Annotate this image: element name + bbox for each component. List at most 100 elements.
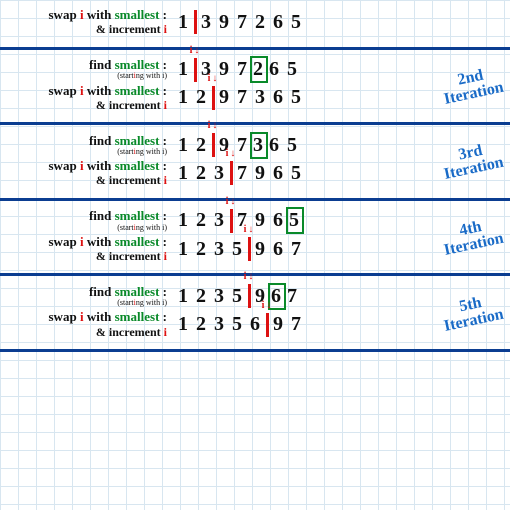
step-row: swap i with smallest :& increment i13972…: [0, 8, 510, 37]
array: 123i↓7965: [175, 161, 306, 185]
array-cell: 2: [193, 313, 211, 336]
step-row: swap i with smallest :& increment i12i↓9…: [0, 84, 510, 113]
array: 1235i↓967: [175, 284, 302, 308]
array-cell: 2: [193, 285, 211, 308]
array-cell: 6: [270, 86, 288, 109]
array-cell: 7: [234, 86, 252, 109]
array-cell: 6: [266, 58, 284, 81]
array: 123i↓7965: [175, 209, 302, 233]
array-cell: 3: [211, 162, 229, 185]
cursor-i: i↓: [248, 284, 251, 308]
cursor-i: i↓: [230, 161, 233, 185]
swap-increment-label: swap i with smallest :& increment i: [0, 235, 175, 264]
array: 1235i↓967: [175, 237, 306, 261]
array-cell: 1: [175, 285, 193, 308]
array-cell: 3: [211, 209, 229, 232]
array-cell: 6: [270, 11, 288, 34]
array-cell: 2: [252, 11, 270, 34]
cursor-i: i↓: [212, 133, 215, 157]
array-cell: 3: [211, 285, 229, 308]
array-cell: 7: [288, 313, 306, 336]
iteration-block: find smallest :(starting with i)12i↓9736…: [0, 125, 510, 201]
array-cell: 5: [288, 11, 306, 34]
array-cell: 3: [198, 11, 216, 34]
pointer-label: i↓: [208, 73, 220, 84]
array-cell: 5: [229, 238, 247, 261]
array-cell: 2: [193, 238, 211, 261]
array-cell: 2: [193, 134, 211, 157]
cursor-i: i↓: [230, 209, 233, 233]
cursor-i: i↓: [194, 58, 197, 82]
array-cell: 1: [175, 11, 193, 34]
selection-sort-diagram: swap i with smallest :& increment i13972…: [0, 0, 510, 352]
array: 12i↓97365: [175, 86, 306, 110]
iteration-block: find smallest :(starting with i)1i↓39726…: [0, 50, 510, 126]
array-cell: 5: [229, 313, 247, 336]
array-cell: 1: [175, 134, 193, 157]
step-row: swap i with smallest :& increment i1235i…: [0, 235, 510, 264]
array-cell: 2: [193, 162, 211, 185]
step-row: swap i with smallest :& increment i123i↓…: [0, 159, 510, 188]
array-cell: 5: [284, 58, 302, 81]
array-cell: 3: [211, 238, 229, 261]
array-cell: 1: [175, 58, 193, 81]
array: 1i↓397265: [175, 58, 302, 82]
iteration-block: find smallest :(starting with i)1235i↓96…: [0, 276, 510, 352]
array-cell: 9: [270, 313, 288, 336]
array-cell: 7: [234, 11, 252, 34]
swap-increment-label: swap i with smallest :& increment i: [0, 310, 175, 339]
array-cell: 1: [175, 209, 193, 232]
array-cell: 7: [288, 238, 306, 261]
array-cell: 2: [193, 86, 211, 109]
array-cell: 1: [175, 238, 193, 261]
cursor-i: [194, 10, 197, 34]
array-cell: 5: [286, 207, 304, 234]
array-cell: 3: [211, 313, 229, 336]
iteration-block: find smallest :(starting with i)123i↓796…: [0, 201, 510, 277]
swap-increment-label: swap i with smallest :& increment i: [0, 8, 175, 37]
array-cell: 6: [266, 134, 284, 157]
step-row: find smallest :(starting with i)12i↓9736…: [0, 133, 510, 157]
array-cell: 7: [284, 285, 302, 308]
pointer-label: i↓: [208, 120, 220, 131]
cursor-i: i↓: [248, 237, 251, 261]
step-row: find smallest :(starting with i)1i↓39726…: [0, 58, 510, 82]
cursor-i: i↓: [266, 313, 269, 337]
array-cell: 9: [216, 86, 234, 109]
array: 12356i↓97: [175, 313, 306, 337]
find-smallest-label: find smallest :(starting with i): [0, 209, 175, 232]
array-cell: 9: [216, 11, 234, 34]
array-cell: 6: [270, 162, 288, 185]
array-cell: 7: [234, 162, 252, 185]
array-cell: 5: [284, 134, 302, 157]
array-cell: 5: [288, 86, 306, 109]
array-cell: 9: [252, 162, 270, 185]
array-cell: 5: [229, 285, 247, 308]
array-cell: 2: [193, 209, 211, 232]
array-cell: 1: [175, 86, 193, 109]
array-cell: 9: [252, 238, 270, 261]
array-cell: 1: [175, 313, 193, 336]
array: 1397265: [175, 10, 306, 34]
swap-increment-label: swap i with smallest :& increment i: [0, 84, 175, 113]
array-cell: 6: [270, 238, 288, 261]
array-cell: 5: [288, 162, 306, 185]
pointer-label: i↓: [226, 196, 238, 207]
find-smallest-label: find smallest :(starting with i): [0, 285, 175, 308]
swap-increment-label: swap i with smallest :& increment i: [0, 159, 175, 188]
pointer-label: i↓: [190, 45, 202, 56]
array-cell: 1: [175, 162, 193, 185]
find-smallest-label: find smallest :(starting with i): [0, 134, 175, 157]
array-cell: 6: [247, 313, 265, 336]
pointer-label: i↓: [226, 148, 238, 159]
pointer-label: i↓: [262, 300, 274, 311]
pointer-label: i↓: [244, 224, 256, 235]
iteration-block: swap i with smallest :& increment i13972…: [0, 0, 510, 50]
step-row: swap i with smallest :& increment i12356…: [0, 310, 510, 339]
array-cell: 3: [252, 86, 270, 109]
cursor-i: i↓: [212, 86, 215, 110]
find-smallest-label: find smallest :(starting with i): [0, 58, 175, 81]
array: 12i↓97365: [175, 133, 302, 157]
step-row: find smallest :(starting with i)1235i↓96…: [0, 284, 510, 308]
pointer-label: i↓: [244, 271, 256, 282]
